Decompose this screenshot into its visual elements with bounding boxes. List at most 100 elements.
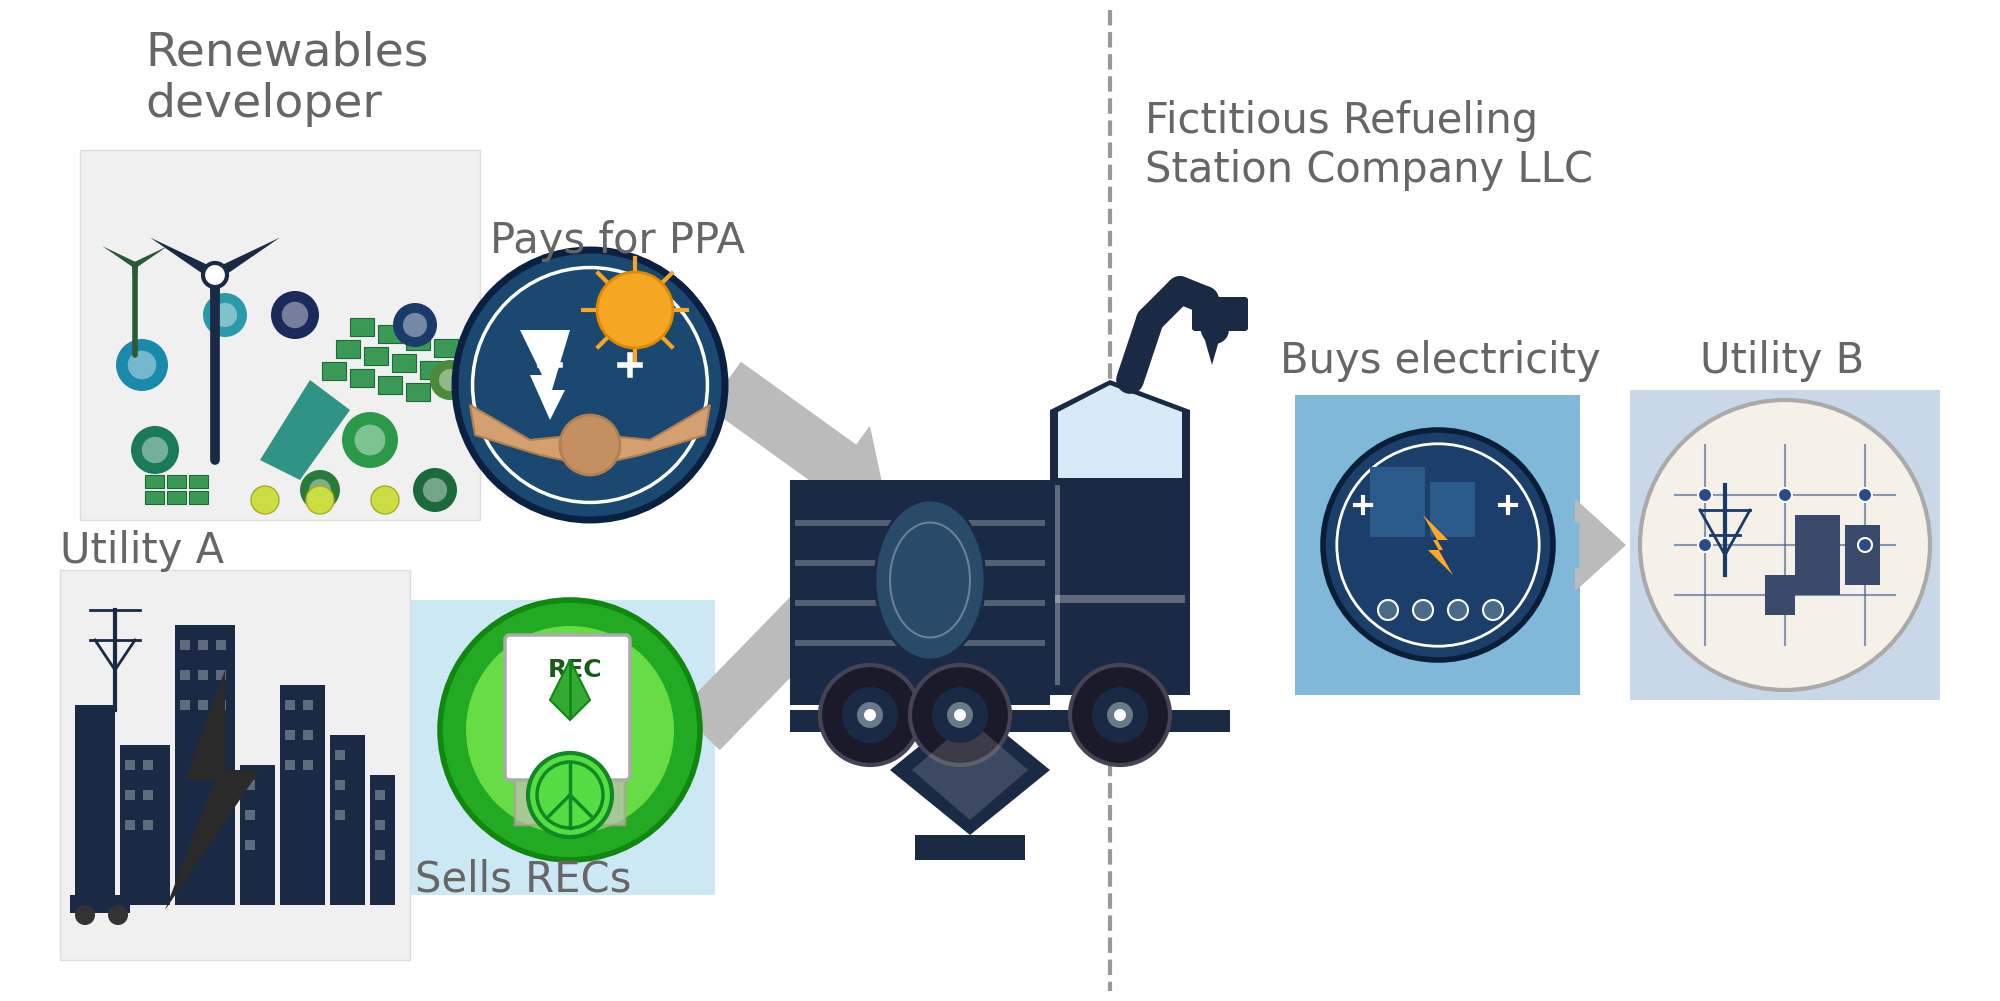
Polygon shape — [260, 380, 350, 480]
FancyBboxPatch shape — [176, 625, 236, 905]
Circle shape — [392, 303, 436, 347]
Polygon shape — [164, 670, 260, 910]
FancyBboxPatch shape — [188, 475, 208, 488]
Circle shape — [308, 479, 332, 500]
FancyBboxPatch shape — [796, 560, 1044, 566]
Polygon shape — [912, 720, 1028, 820]
Circle shape — [910, 665, 1010, 765]
FancyBboxPatch shape — [796, 600, 1044, 606]
Circle shape — [1484, 600, 1504, 620]
FancyBboxPatch shape — [406, 332, 430, 350]
Circle shape — [128, 350, 156, 379]
FancyBboxPatch shape — [198, 640, 208, 650]
FancyBboxPatch shape — [378, 376, 402, 394]
FancyBboxPatch shape — [168, 491, 186, 504]
FancyBboxPatch shape — [406, 383, 430, 401]
Text: Buys electricity: Buys electricity — [1280, 340, 1600, 382]
FancyBboxPatch shape — [392, 354, 416, 372]
Polygon shape — [132, 265, 138, 303]
Text: REC: REC — [548, 658, 602, 682]
FancyBboxPatch shape — [1844, 525, 1880, 585]
Text: Utility A: Utility A — [60, 530, 224, 572]
FancyBboxPatch shape — [120, 745, 170, 905]
FancyBboxPatch shape — [1766, 575, 1796, 615]
Circle shape — [132, 426, 180, 474]
Polygon shape — [212, 237, 280, 280]
FancyBboxPatch shape — [1296, 395, 1580, 695]
Circle shape — [430, 360, 470, 400]
Circle shape — [306, 486, 334, 514]
Circle shape — [76, 905, 96, 925]
FancyBboxPatch shape — [180, 670, 190, 680]
FancyArrow shape — [1576, 500, 1624, 590]
Circle shape — [842, 687, 898, 743]
Circle shape — [282, 301, 308, 328]
FancyBboxPatch shape — [70, 895, 130, 913]
FancyBboxPatch shape — [796, 520, 1044, 526]
FancyBboxPatch shape — [304, 760, 312, 770]
FancyBboxPatch shape — [198, 700, 208, 710]
Circle shape — [204, 293, 248, 337]
FancyBboxPatch shape — [504, 635, 630, 780]
Circle shape — [1108, 702, 1132, 728]
Ellipse shape — [1200, 320, 1224, 335]
FancyBboxPatch shape — [336, 810, 346, 820]
Circle shape — [948, 702, 972, 728]
Text: Pays for PPA: Pays for PPA — [490, 220, 744, 262]
FancyBboxPatch shape — [144, 820, 152, 830]
FancyBboxPatch shape — [286, 730, 296, 740]
Circle shape — [560, 415, 620, 475]
Circle shape — [1324, 430, 1552, 660]
FancyBboxPatch shape — [180, 700, 190, 710]
FancyArrow shape — [680, 540, 884, 749]
Text: Fictitious Refueling
Station Company LLC: Fictitious Refueling Station Company LLC — [1144, 100, 1592, 190]
FancyBboxPatch shape — [322, 362, 346, 380]
FancyBboxPatch shape — [1050, 480, 1190, 695]
Circle shape — [1092, 687, 1148, 743]
Polygon shape — [890, 705, 1050, 835]
Circle shape — [528, 753, 612, 837]
FancyBboxPatch shape — [286, 760, 296, 770]
Circle shape — [1114, 709, 1126, 721]
Circle shape — [1378, 600, 1398, 620]
FancyBboxPatch shape — [216, 670, 226, 680]
Polygon shape — [102, 246, 136, 267]
Circle shape — [422, 477, 448, 503]
FancyBboxPatch shape — [336, 750, 346, 760]
FancyBboxPatch shape — [168, 475, 186, 488]
Circle shape — [108, 905, 128, 925]
FancyBboxPatch shape — [1056, 485, 1060, 685]
Circle shape — [372, 486, 400, 514]
Circle shape — [1640, 400, 1930, 690]
FancyBboxPatch shape — [286, 700, 296, 710]
FancyBboxPatch shape — [144, 760, 152, 770]
FancyBboxPatch shape — [1056, 595, 1184, 603]
FancyBboxPatch shape — [420, 361, 444, 379]
Circle shape — [414, 468, 456, 512]
Polygon shape — [516, 745, 624, 825]
Polygon shape — [550, 660, 590, 720]
Polygon shape — [134, 246, 168, 267]
FancyBboxPatch shape — [790, 710, 1230, 732]
FancyBboxPatch shape — [796, 640, 1044, 646]
FancyBboxPatch shape — [124, 790, 136, 800]
Circle shape — [116, 339, 168, 391]
Circle shape — [272, 291, 320, 339]
FancyBboxPatch shape — [280, 685, 324, 905]
FancyArrow shape — [708, 362, 884, 509]
FancyBboxPatch shape — [396, 600, 716, 895]
Circle shape — [1778, 488, 1792, 502]
FancyBboxPatch shape — [378, 325, 402, 343]
FancyBboxPatch shape — [336, 780, 346, 790]
Circle shape — [440, 369, 460, 391]
FancyBboxPatch shape — [370, 775, 396, 905]
Circle shape — [204, 263, 228, 287]
FancyBboxPatch shape — [376, 850, 384, 860]
Polygon shape — [1424, 515, 1452, 575]
FancyBboxPatch shape — [240, 765, 276, 905]
FancyBboxPatch shape — [124, 760, 136, 770]
Circle shape — [856, 702, 884, 728]
FancyBboxPatch shape — [124, 820, 136, 830]
FancyBboxPatch shape — [144, 790, 152, 800]
FancyBboxPatch shape — [330, 735, 364, 905]
